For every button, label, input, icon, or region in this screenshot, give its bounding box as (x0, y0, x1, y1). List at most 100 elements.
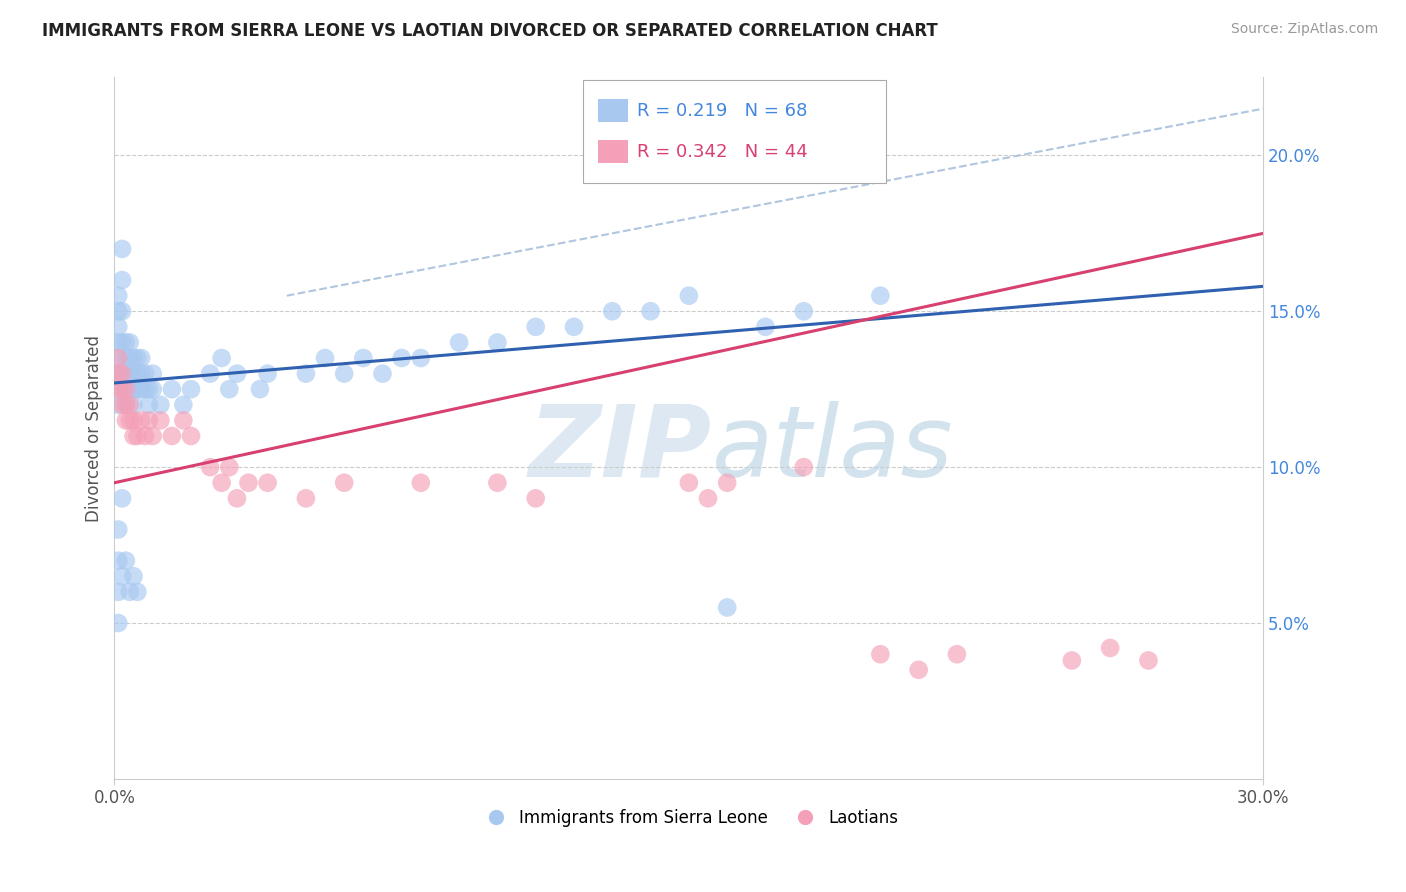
Point (115, 554, 138, 568)
Point (122, 413, 145, 427)
Point (172, 398, 194, 412)
Text: R = 0.219   N = 68: R = 0.219 N = 68 (637, 102, 807, 120)
Point (793, 460, 815, 475)
Point (115, 351, 138, 365)
Point (160, 382, 183, 396)
Point (129, 382, 152, 396)
Point (107, 585, 129, 599)
Point (907, 663, 929, 677)
Point (333, 367, 356, 381)
Point (129, 351, 152, 365)
Point (149, 398, 172, 412)
Point (115, 413, 138, 427)
Point (142, 382, 165, 396)
Point (226, 367, 249, 381)
Point (640, 304, 662, 318)
Point (129, 413, 152, 427)
Point (391, 351, 413, 365)
Point (127, 382, 149, 396)
Point (111, 335, 134, 350)
Point (107, 615, 129, 630)
Point (754, 319, 776, 334)
Point (118, 367, 141, 381)
Text: R = 0.342   N = 44: R = 0.342 N = 44 (637, 143, 807, 161)
Point (1060, 653, 1083, 667)
Point (697, 491, 720, 506)
Point (118, 382, 141, 396)
Point (218, 460, 240, 475)
Point (180, 382, 202, 396)
Point (118, 351, 141, 365)
Point (122, 351, 145, 365)
Point (115, 398, 138, 412)
Point (107, 398, 129, 412)
Point (115, 335, 138, 350)
Point (172, 413, 194, 427)
Point (198, 460, 221, 475)
Point (524, 491, 547, 506)
Point (122, 382, 145, 396)
Point (238, 475, 260, 490)
Point (107, 351, 129, 365)
Point (524, 319, 547, 334)
Point (1099, 640, 1122, 655)
Point (716, 475, 738, 490)
Point (211, 351, 233, 365)
Point (218, 382, 240, 396)
Point (107, 554, 129, 568)
Point (107, 351, 129, 365)
Point (138, 382, 160, 396)
Point (138, 413, 160, 427)
Point (107, 367, 129, 381)
Text: ZIP: ZIP (529, 401, 711, 498)
Point (127, 429, 149, 443)
Point (134, 367, 156, 381)
Point (716, 600, 738, 615)
Y-axis label: Divorced or Separated: Divorced or Separated (86, 334, 103, 522)
Point (107, 319, 129, 334)
Point (118, 413, 141, 427)
Point (371, 367, 394, 381)
Point (111, 569, 134, 583)
Point (409, 475, 432, 490)
Point (111, 304, 134, 318)
Point (295, 367, 318, 381)
Legend: Immigrants from Sierra Leone, Laotians: Immigrants from Sierra Leone, Laotians (472, 803, 905, 834)
Point (122, 569, 145, 583)
Point (869, 647, 891, 661)
Point (111, 367, 134, 381)
Point (249, 382, 271, 396)
Point (1137, 653, 1160, 667)
Point (115, 367, 138, 381)
Point (134, 429, 156, 443)
Point (486, 335, 509, 350)
Point (256, 475, 278, 490)
Point (122, 367, 145, 381)
Point (111, 382, 134, 396)
Point (256, 367, 278, 381)
Point (118, 335, 141, 350)
Point (946, 647, 969, 661)
Text: atlas: atlas (711, 401, 953, 498)
Point (129, 367, 152, 381)
Text: Source: ZipAtlas.com: Source: ZipAtlas.com (1230, 22, 1378, 37)
Point (869, 288, 891, 302)
Point (352, 351, 374, 365)
Point (107, 304, 129, 318)
Point (198, 367, 221, 381)
Point (138, 398, 160, 412)
Point (122, 398, 145, 412)
Point (678, 475, 700, 490)
Point (111, 398, 134, 412)
Point (295, 491, 318, 506)
Point (211, 475, 233, 490)
Point (142, 429, 165, 443)
Point (678, 288, 700, 302)
Point (122, 429, 145, 443)
Point (180, 429, 202, 443)
Point (127, 585, 149, 599)
Point (118, 398, 141, 412)
Point (409, 351, 432, 365)
Point (134, 382, 156, 396)
Point (107, 288, 129, 302)
